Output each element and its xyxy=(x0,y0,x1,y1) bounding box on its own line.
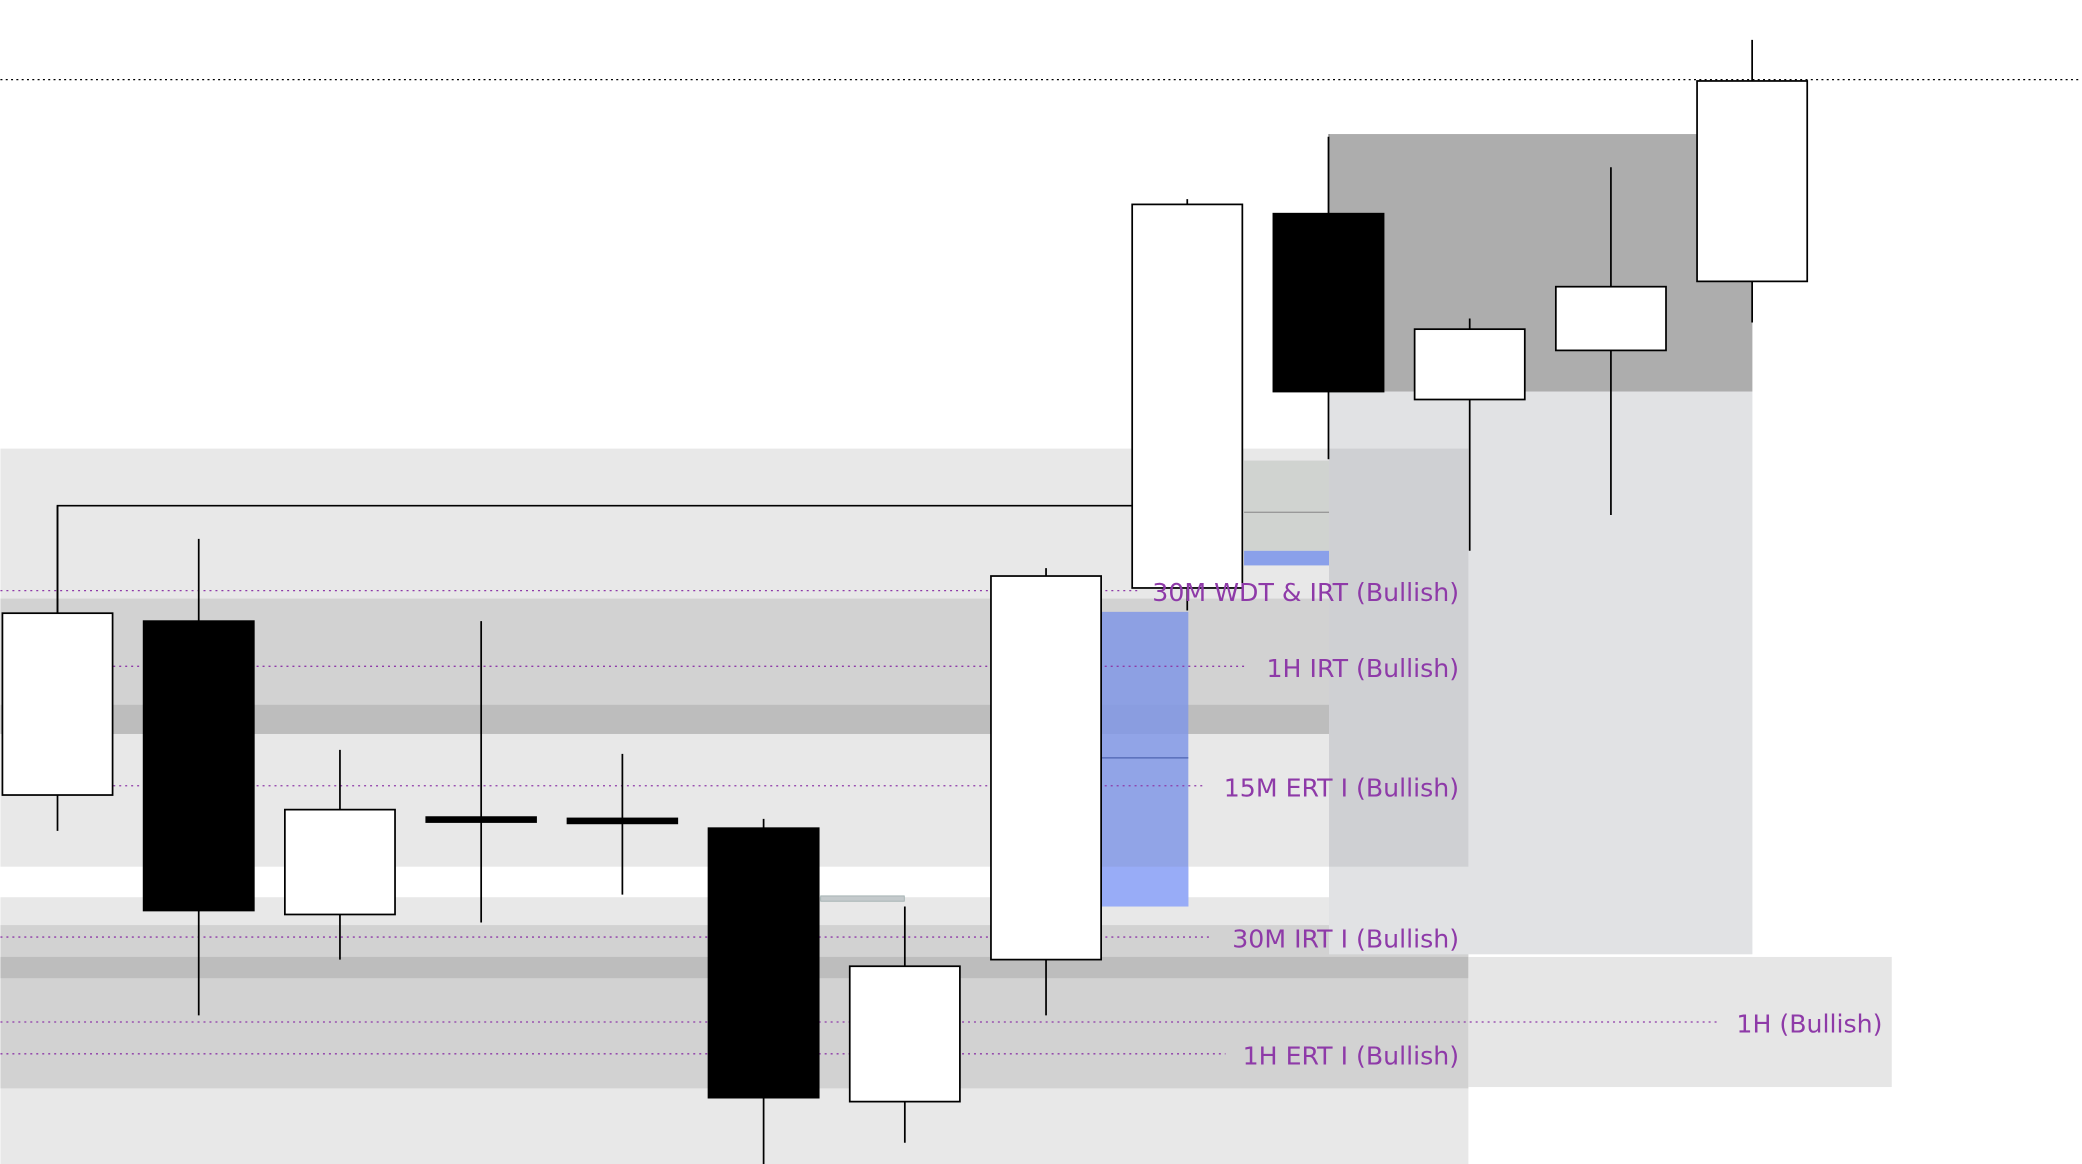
level-label: 30M WDT & IRT (Bullish) xyxy=(1152,578,1459,607)
candle xyxy=(142,538,255,1016)
candle-body-bearish xyxy=(142,620,255,912)
level-label: 1H IRT (Bullish) xyxy=(1267,654,1460,683)
candle xyxy=(1272,136,1385,460)
candle xyxy=(425,621,537,923)
candle-body-bullish xyxy=(284,808,396,916)
candle-body-doji xyxy=(425,816,537,823)
candle xyxy=(1413,318,1526,551)
zone-green-box xyxy=(1244,460,1330,551)
candle-body-bullish xyxy=(990,575,1102,961)
candle-body-bullish xyxy=(848,965,961,1103)
candle xyxy=(707,818,820,1164)
zone-right-overlap xyxy=(1329,448,1469,867)
fvg-blue-box xyxy=(1100,611,1189,907)
level-labels: 30M WDT & IRT (Bullish) 1H IRT (Bullish)… xyxy=(1152,578,1882,1070)
fvg-blue-box-lower xyxy=(1100,866,1189,907)
level-label: 1H (Bullish) xyxy=(1736,1010,1882,1039)
level-label: 15M ERT I (Bullish) xyxy=(1224,773,1459,802)
candle xyxy=(566,753,679,895)
candle xyxy=(1131,199,1244,611)
candle xyxy=(1,505,114,831)
candle-body-doji xyxy=(566,817,679,825)
candle xyxy=(1696,39,1809,323)
candle xyxy=(284,749,396,960)
candle-body-bearish xyxy=(1272,212,1385,393)
candle-body-bullish xyxy=(1413,328,1526,401)
candle xyxy=(1554,167,1667,515)
level-label: 1H ERT I (Bullish) xyxy=(1243,1041,1459,1070)
candle-body-bullish xyxy=(1554,285,1667,352)
level-label: 30M IRT I (Bullish) xyxy=(1232,925,1459,954)
small-gray-mark xyxy=(820,895,905,902)
zone-dark-box xyxy=(1329,134,1753,392)
candles xyxy=(1,39,1809,1164)
blue-strip xyxy=(1244,550,1330,566)
candle xyxy=(990,568,1102,1016)
candle-body-bullish xyxy=(1131,203,1244,589)
candle-body-bullish xyxy=(1696,80,1809,283)
candle-body-bearish xyxy=(707,827,820,1099)
candle xyxy=(848,906,961,1143)
candle-body-bullish xyxy=(1,612,114,796)
